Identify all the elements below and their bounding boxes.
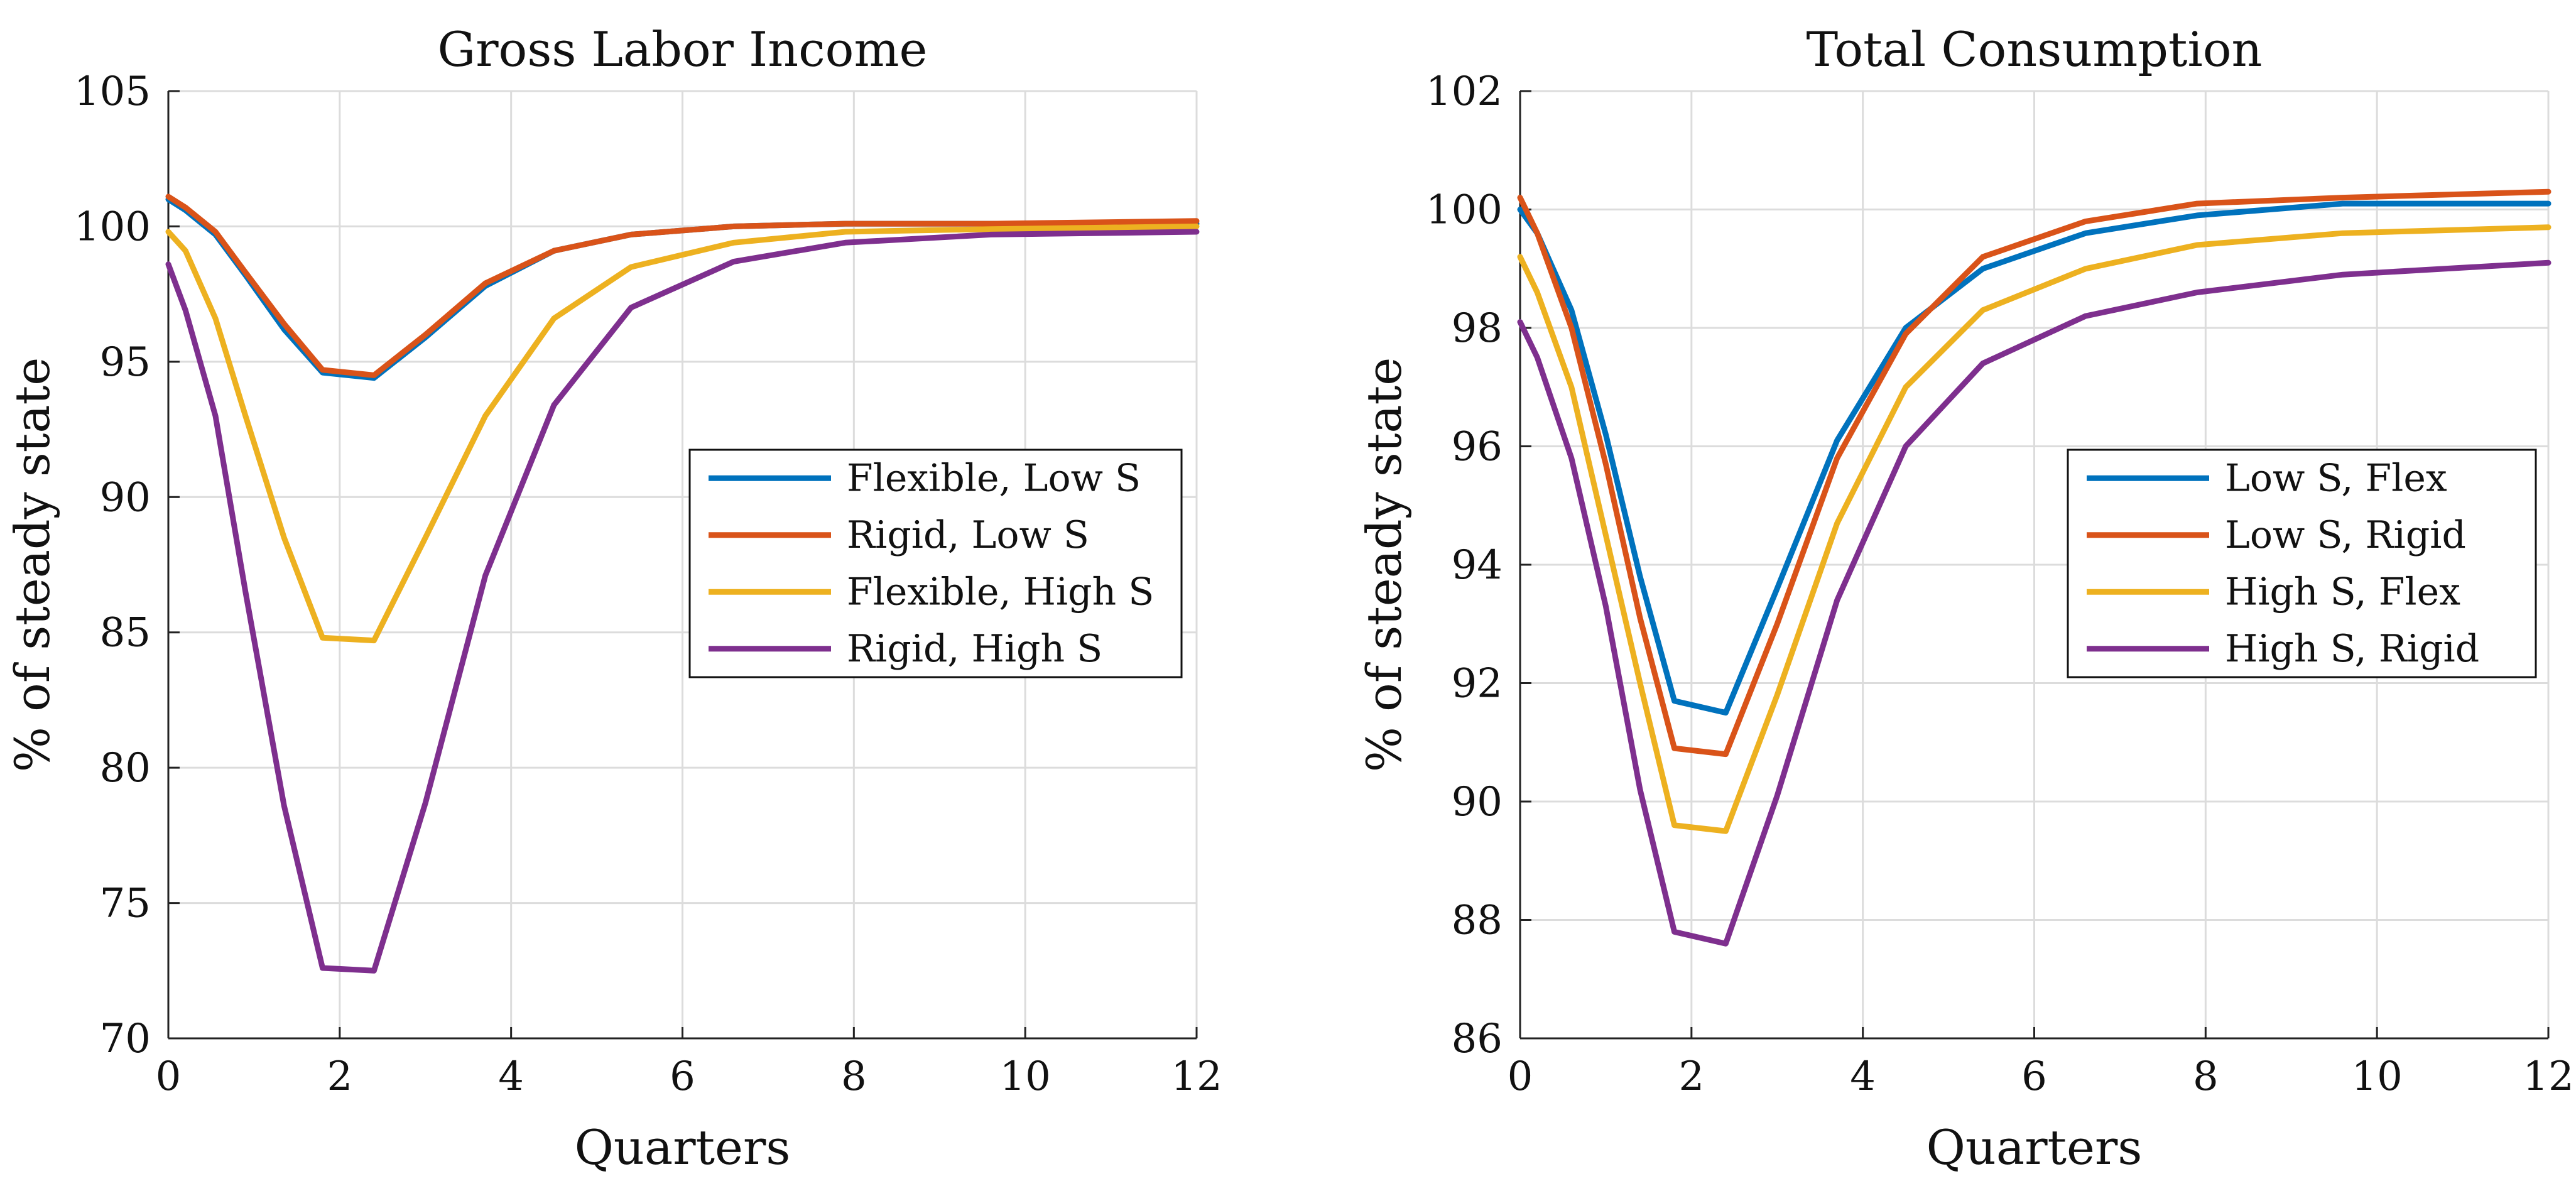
chart-title: Gross Labor Income: [438, 21, 928, 77]
y-tick-label: 95: [100, 339, 151, 386]
x-tick-label: 10: [2351, 1053, 2402, 1100]
legend-label: Low S, Rigid: [2225, 513, 2466, 557]
y-tick-label: 100: [74, 204, 151, 250]
x-tick-label: 6: [2021, 1053, 2047, 1100]
x-tick-label: 0: [156, 1053, 182, 1100]
series-group: [165, 193, 1200, 974]
y-tick-label: 102: [1426, 68, 1503, 115]
series-line-1: [1517, 200, 2552, 716]
y-tick-label: 98: [1452, 305, 1503, 352]
chart-panel-1: 0 2 4 6 8 10 12 70 75 80 85 90 95 100 105 Gross Labor I…: [4, 21, 1222, 1175]
y-tick-label: 96: [1452, 424, 1503, 470]
x-tick-label: 4: [1850, 1053, 1876, 1100]
x-tick-label: 12: [2523, 1053, 2573, 1100]
y-tick-label: 92: [1452, 661, 1503, 707]
chart-title: Total Consumption: [1807, 21, 2263, 77]
y-tick-label: 80: [100, 745, 151, 791]
legend-box: [688, 449, 1183, 678]
x-tick-label: 0: [1508, 1053, 1533, 1100]
y-tick-label: 100: [1426, 187, 1503, 234]
legend-box: [2067, 449, 2537, 678]
series-group: [1517, 188, 2552, 947]
legend-label: Flexible, Low S: [847, 456, 1141, 500]
x-tick-label: 8: [841, 1053, 867, 1100]
chart-panel-2: 0 2 4 6 8 10 12 86 88 90 92 94 96 98 100 102 Total Consu…: [1356, 21, 2574, 1175]
y-tick-label: 105: [74, 68, 151, 115]
y-tick-label: 90: [1452, 779, 1503, 825]
series-line-4: [1517, 259, 2552, 947]
x-tick-label: 12: [1171, 1053, 1222, 1100]
legend-label: Flexible, High S: [847, 570, 1154, 614]
legend-label: Rigid, Low S: [847, 513, 1089, 557]
y-tick-label: 75: [100, 881, 151, 927]
y-tick-label: 94: [1452, 542, 1503, 589]
y-tick-label: 90: [100, 474, 151, 521]
y-axis-label: % of steady state: [4, 357, 60, 772]
x-axis-label: Quarters: [1927, 1119, 2143, 1175]
x-tick-label: 6: [670, 1053, 695, 1100]
series-line-3: [165, 223, 1200, 644]
legend-label: Rigid, High S: [847, 627, 1102, 671]
series-line-2: [1517, 188, 2552, 758]
series-line-2: [165, 193, 1200, 378]
y-tick-label: 88: [1452, 898, 1503, 944]
x-tick-label: 4: [498, 1053, 524, 1100]
legend: Low S, Flex Low S, Rigid High S, Flex High …: [2067, 449, 2537, 678]
y-axis-label: % of steady state: [1356, 357, 1412, 772]
x-tick-label: 2: [1678, 1053, 1704, 1100]
x-tick-label: 2: [327, 1053, 352, 1100]
x-tick-label: 8: [2193, 1053, 2219, 1100]
legend-label: High S, Flex: [2225, 570, 2460, 614]
y-tick-label: 85: [100, 610, 151, 656]
y-tick-label: 70: [100, 1016, 151, 1062]
legend-label: Low S, Flex: [2225, 456, 2447, 500]
legend: Flexible, Low S Rigid, Low S Flexible, Hig…: [688, 449, 1183, 678]
series-line-3: [1517, 224, 2552, 834]
y-tick-label: 86: [1452, 1016, 1503, 1062]
x-tick-label: 10: [999, 1053, 1050, 1100]
series-line-4: [165, 229, 1200, 974]
legend-label: High S, Rigid: [2225, 627, 2479, 671]
x-axis-label: Quarters: [575, 1119, 791, 1175]
